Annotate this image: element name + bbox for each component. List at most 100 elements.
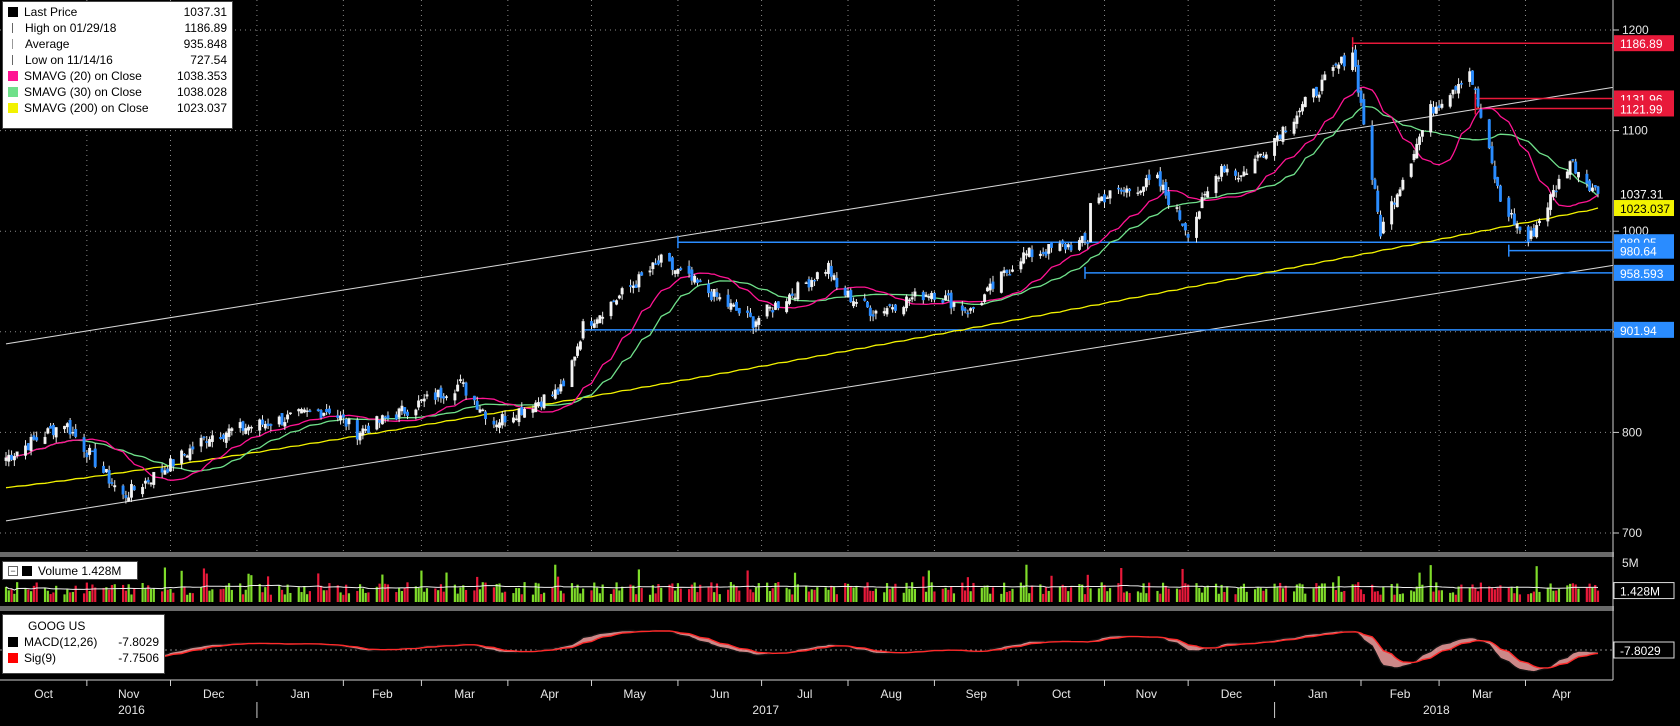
volume-bar (1454, 594, 1457, 602)
volume-bar (888, 589, 891, 602)
volume-bar (74, 585, 77, 602)
candle-body (1549, 194, 1553, 210)
candle-body (1565, 171, 1569, 179)
volume-bar (922, 576, 925, 602)
volume-bar (317, 573, 320, 602)
volume-bar (1003, 582, 1006, 602)
volume-bar (476, 576, 479, 602)
candle-body (1334, 63, 1338, 66)
volume-bar (425, 588, 429, 602)
volume-bar (319, 585, 323, 602)
candle-body (517, 408, 521, 423)
candle-body (659, 254, 663, 263)
volume-bar (1594, 584, 1597, 602)
volume-bar (244, 589, 247, 602)
volume-bar (816, 587, 819, 602)
candle-body (1312, 88, 1316, 98)
moving-averages (5, 86, 1599, 489)
candle-body (1454, 86, 1458, 91)
candle-body (1585, 173, 1589, 184)
x-month-label: Jul (797, 687, 812, 701)
panel-divider[interactable] (0, 552, 1614, 557)
legend-row: SMAVG (20) on Close 1038.353 (8, 68, 227, 84)
marker-icon (12, 39, 14, 49)
candle-body (640, 272, 644, 276)
volume-bar (579, 593, 582, 602)
candle-body (737, 307, 741, 314)
volume-bar (1354, 584, 1357, 602)
volume-bar (1555, 590, 1558, 602)
volume-bar (788, 589, 791, 602)
candle-body (1161, 184, 1165, 191)
volume-bar (406, 582, 409, 602)
candle-body (807, 279, 811, 288)
volume-bar (835, 594, 838, 602)
candle-body (796, 282, 800, 300)
volume-bar (941, 588, 944, 602)
collapse-icon[interactable]: − (8, 566, 18, 576)
candle-body (804, 282, 808, 284)
candle-body (776, 301, 780, 309)
volume-bar (1097, 588, 1101, 602)
candle-body (1259, 153, 1263, 156)
volume-bar (1371, 584, 1374, 602)
volume-bar (813, 589, 816, 602)
sma-20-line (5, 86, 1599, 481)
panel-divider[interactable] (0, 606, 1614, 611)
volume-bar (336, 585, 339, 602)
candle-body (456, 384, 460, 392)
legend-value: 1038.028 (176, 85, 227, 99)
volume-bar (874, 588, 877, 602)
volume-bar (629, 584, 632, 602)
candle-body (308, 410, 312, 412)
volume-bar (551, 587, 554, 602)
candle-body (1362, 99, 1366, 125)
candle-body (1342, 55, 1346, 67)
volume-bar (1421, 584, 1424, 602)
candle-body (751, 316, 755, 329)
candle-body (1167, 191, 1171, 206)
candle-body (397, 408, 401, 418)
volume-bar (85, 582, 88, 602)
candle-body (202, 436, 206, 439)
candle-body (1471, 70, 1474, 85)
macd-legend-label: Sig(9) (24, 651, 57, 665)
volume-bar (687, 589, 691, 602)
volume-bar (110, 584, 114, 602)
candle-body (707, 283, 711, 294)
volume-bar (863, 586, 866, 602)
volume-bar (1061, 584, 1064, 602)
legend-label: SMAVG (30) on Close (24, 85, 142, 99)
candle-body (1136, 192, 1140, 194)
candle-body (1064, 243, 1067, 250)
legend-label: SMAVG (20) on Close (24, 69, 142, 83)
volume-bar (230, 589, 233, 602)
candle-body (10, 454, 14, 460)
candle-body (1370, 125, 1374, 180)
candle-body (576, 346, 580, 356)
volume-bar (144, 588, 147, 602)
volume-bar (1276, 586, 1279, 602)
x-month-label: Feb (1390, 687, 1411, 701)
volume-bar (1242, 583, 1246, 602)
x-month-label: Oct (1052, 687, 1071, 701)
volume-bar (902, 592, 905, 602)
price-label-text: 1121.99 (1620, 102, 1663, 116)
candle-body (863, 298, 867, 301)
candle-body (952, 302, 956, 307)
candle-body (51, 424, 55, 436)
candle-body (32, 435, 36, 440)
candle-body (813, 279, 816, 282)
candle-body (93, 448, 97, 467)
price-label-text: 958.593 (1620, 267, 1664, 281)
volume-bar (651, 585, 654, 602)
candle-body (1390, 201, 1394, 225)
candle-body (1027, 247, 1031, 257)
legend-value: 1186.89 (184, 21, 228, 35)
volume-bar (306, 594, 309, 602)
candle-body (559, 384, 563, 392)
volume-bar (989, 593, 992, 602)
volume-bar (1284, 585, 1287, 602)
volume-bar (225, 585, 228, 602)
macd-legend-value: -7.7506 (118, 651, 159, 665)
